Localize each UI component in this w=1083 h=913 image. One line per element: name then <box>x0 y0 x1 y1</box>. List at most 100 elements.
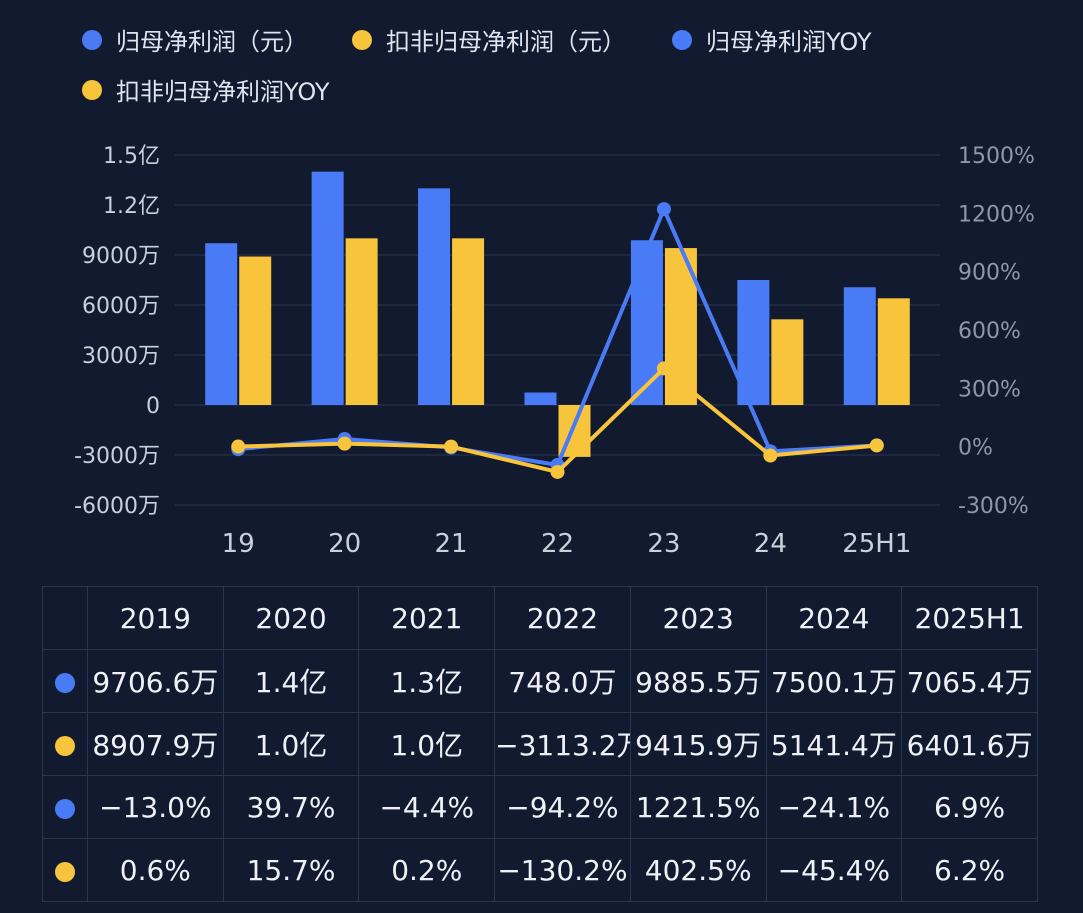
table-cell: 8907.9万 <box>87 712 224 776</box>
table-row: 9706.6万 1.4亿 1.3亿 748.0万 9885.5万 7500.1万… <box>42 649 1038 713</box>
table-cell: 6.9% <box>901 775 1038 839</box>
table-cell: −45.4% <box>765 838 903 902</box>
legend-item-net-profit-yoy[interactable]: 归母净利润YOY <box>672 22 872 57</box>
data-point <box>656 202 671 217</box>
left-axis-tick-label: 6000万 <box>82 294 160 319</box>
right-axis-tick-label: 0% <box>958 436 993 461</box>
table-cell: −4.4% <box>358 775 496 839</box>
table-cell: 9415.9万 <box>629 712 767 776</box>
legend-item-deducted-net-profit[interactable]: 扣非归母净利润（元） <box>352 22 626 57</box>
bar <box>630 240 663 405</box>
data-point <box>763 448 778 463</box>
left-axis-tick-label: 1.5亿 <box>103 144 160 169</box>
table-cell: 7065.4万 <box>901 649 1038 713</box>
table-cell: 0.2% <box>358 838 496 902</box>
data-point <box>444 439 459 454</box>
legend-item-net-profit[interactable]: 归母净利润（元） <box>82 22 308 57</box>
table-cell: 9885.5万 <box>629 649 767 713</box>
table-row: 8907.9万 1.0亿 1.0亿 −3113.2万 9415.9万 5141.… <box>42 712 1038 776</box>
table-cell: 748.0万 <box>494 649 631 713</box>
table-header-cell: 2023 <box>629 586 767 650</box>
bar <box>418 188 451 405</box>
bar <box>452 238 485 405</box>
right-axis-tick-label: 900% <box>958 261 1021 286</box>
table-header-row: 2019 2020 2021 2022 2023 2024 2025H1 <box>42 586 1038 650</box>
x-axis-tick-label: 21 <box>435 529 468 559</box>
row-marker <box>42 775 88 839</box>
table-row: −13.0% 39.7% −4.4% −94.2% 1221.5% −24.1%… <box>42 775 1038 839</box>
table-cell: 9706.6万 <box>87 649 224 713</box>
table-cell: 1.4亿 <box>222 649 360 713</box>
table-cell: 1.0亿 <box>222 712 360 776</box>
bar <box>877 298 910 405</box>
table-header-cell: 2024 <box>765 586 903 650</box>
table-cell: −130.2% <box>494 838 631 902</box>
data-point <box>337 436 352 451</box>
data-point <box>231 439 246 454</box>
data-table: 2019 2020 2021 2022 2023 2024 2025H1 970… <box>42 586 1038 902</box>
table-cell: 1.0亿 <box>358 712 496 776</box>
legend-dot-icon <box>82 79 102 100</box>
table-header-cell: 2019 <box>87 586 224 650</box>
table-row: 0.6% 15.7% 0.2% −130.2% 402.5% −45.4% 6.… <box>42 838 1038 902</box>
row-marker <box>42 649 88 713</box>
x-axis-tick-label: 24 <box>754 529 787 559</box>
right-axis-tick-label: 300% <box>958 377 1021 402</box>
left-axis-tick-label: 9000万 <box>82 244 160 269</box>
x-axis-tick-label: 25H1 <box>842 529 911 559</box>
legend-label: 扣非归母净利润（元） <box>386 28 626 56</box>
left-axis-tick-label: -6000万 <box>74 494 160 519</box>
legend-dot-icon <box>82 29 102 50</box>
bar <box>311 171 344 405</box>
data-point <box>656 361 671 376</box>
left-axis-tick-label: 3000万 <box>82 344 160 369</box>
table-cell: 1221.5% <box>629 775 767 839</box>
bar <box>239 256 272 405</box>
legend-item-deducted-net-profit-yoy[interactable]: 扣非归母净利润YOY <box>82 72 330 107</box>
bar <box>205 243 238 405</box>
row-marker <box>42 712 88 776</box>
right-axis-tick-label: 1200% <box>958 202 1035 227</box>
data-point <box>550 464 565 479</box>
row-marker <box>42 838 88 902</box>
left-axis-tick-label: 0 <box>146 394 160 419</box>
table-cell: 15.7% <box>222 838 360 902</box>
legend-label: 扣非归母净利润YOY <box>116 78 330 106</box>
table-cell: 0.6% <box>87 838 224 902</box>
table-header-cell: 2020 <box>222 586 360 650</box>
right-axis-tick-label: -300% <box>958 494 1029 519</box>
table-cell: 6.2% <box>901 838 1038 902</box>
table-cell: −94.2% <box>494 775 631 839</box>
table-cell: −3113.2万 <box>494 712 631 776</box>
table-cell: −13.0% <box>87 775 224 839</box>
row-dot-icon <box>55 798 75 819</box>
row-dot-icon <box>55 735 75 756</box>
right-axis-tick-label: 600% <box>958 319 1021 344</box>
right-axis-tick-label: 1500% <box>958 144 1035 169</box>
bar <box>524 392 557 405</box>
x-axis-tick-label: 23 <box>647 529 680 559</box>
bar <box>345 238 378 405</box>
table-cell: 5141.4万 <box>765 712 903 776</box>
data-point <box>869 438 884 453</box>
table-cell: −24.1% <box>765 775 903 839</box>
table-cell: 39.7% <box>222 775 360 839</box>
legend-dot-icon <box>672 29 692 50</box>
combo-chart: 1.5亿 1.2亿 9000万 6000万 3000万 0 -3000万 -6000万 1500… <box>74 144 1035 559</box>
bar <box>771 319 804 405</box>
left-axis-tick-label: 1.2亿 <box>103 194 160 219</box>
x-axis-tick-label: 22 <box>541 529 574 559</box>
table-cell: 1.3亿 <box>358 649 496 713</box>
chart-legend: 归母净利润（元） 扣非归母净利润（元） 归母净利润YOY 扣非归母净利润YOY <box>0 0 1083 130</box>
table-header-cell: 2022 <box>494 586 631 650</box>
table-header-cell: 2025H1 <box>901 586 1038 650</box>
bar <box>843 287 876 405</box>
left-axis-tick-label: -3000万 <box>74 444 160 469</box>
x-axis-tick-label: 20 <box>328 529 361 559</box>
table-cell: 402.5% <box>629 838 767 902</box>
table-cell: 6401.6万 <box>901 712 1038 776</box>
x-axis-tick-label: 19 <box>222 529 255 559</box>
row-dot-icon <box>55 672 75 693</box>
legend-label: 归母净利润（元） <box>116 28 308 56</box>
row-dot-icon <box>55 861 75 882</box>
